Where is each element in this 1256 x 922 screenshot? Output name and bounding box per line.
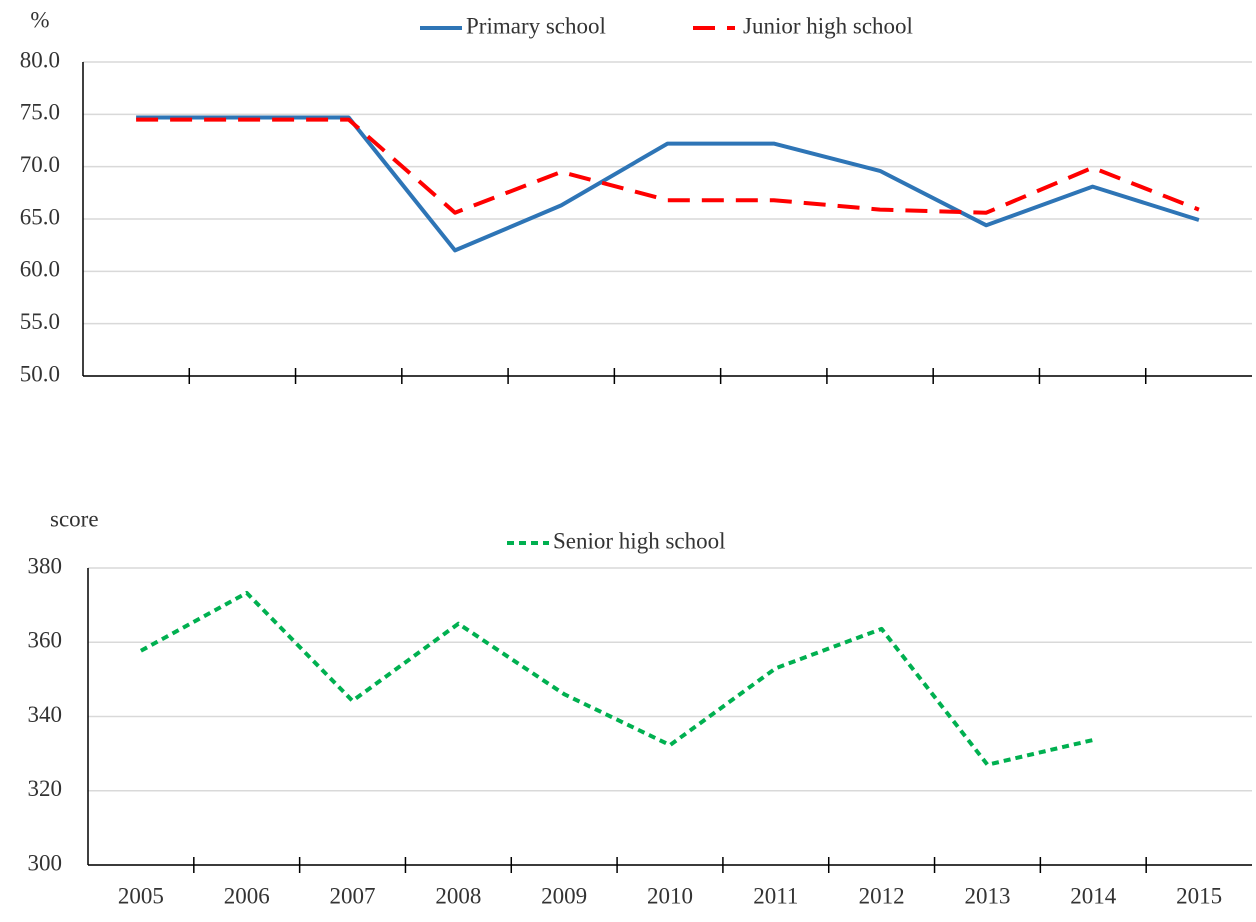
x-tick-label: 2012 [859, 883, 905, 908]
x-tick-label: 2009 [541, 883, 587, 908]
y-tick-label: 55.0 [20, 309, 60, 334]
y-tick-label: 380 [28, 553, 63, 578]
x-tick-label: 2015 [1176, 883, 1222, 908]
legend-label: Primary school [466, 13, 606, 38]
legend-label: Senior high school [553, 528, 726, 553]
x-tick-label: 2006 [224, 883, 270, 908]
y-axis-label: % [30, 7, 49, 32]
x-tick-label: 2010 [647, 883, 693, 908]
y-tick-label: 50.0 [20, 361, 60, 386]
y-tick-label: 65.0 [20, 204, 60, 229]
y-tick-label: 80.0 [20, 47, 60, 72]
series-line [139, 590, 1094, 767]
x-tick-label: 2014 [1070, 883, 1117, 908]
legend-label: Junior high school [743, 13, 913, 38]
y-tick-label: 75.0 [20, 100, 60, 125]
y-tick-label: 340 [28, 702, 63, 727]
y-tick-label: 300 [28, 850, 63, 875]
x-tick-label: 2011 [753, 883, 798, 908]
y-tick-label: 320 [28, 776, 63, 801]
y-tick-label: 360 [28, 628, 63, 653]
y-tick-label: 70.0 [20, 152, 60, 177]
y-tick-label: 60.0 [20, 257, 60, 282]
y-axis-label: score [50, 506, 99, 531]
x-tick-label: 2013 [964, 883, 1010, 908]
series-line [136, 115, 1200, 253]
x-tick-label: 2007 [330, 883, 376, 908]
x-tick-label: 2005 [118, 883, 164, 908]
x-tick-label: 2008 [435, 883, 481, 908]
series-line [136, 117, 1200, 215]
